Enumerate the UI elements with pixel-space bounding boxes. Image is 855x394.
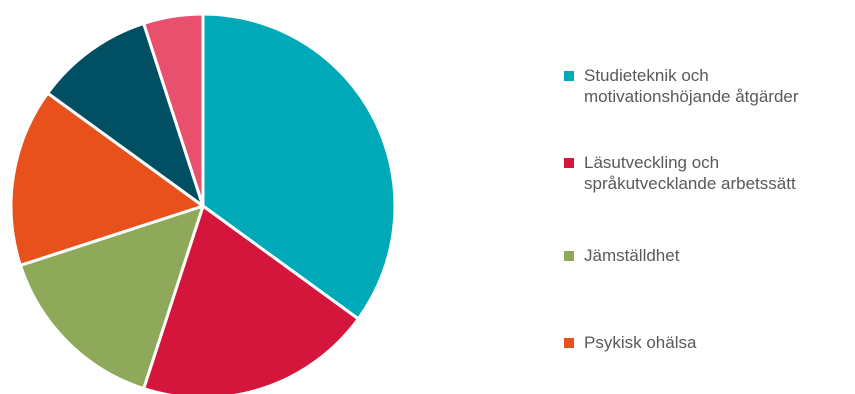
legend-swatch <box>564 338 574 348</box>
pie-slice-5 <box>46 21 205 208</box>
pie-slices <box>9 12 397 394</box>
legend-swatch <box>564 71 574 81</box>
legend-label: Psykisk ohälsa <box>584 333 697 352</box>
pie-slice-1 <box>201 12 397 321</box>
pie-slice-4 <box>9 91 205 267</box>
legend-label: Jämställdhet <box>584 246 680 265</box>
legend-item: Läsutveckling och språkutvecklande arbet… <box>564 152 796 194</box>
legend-label: Studieteknik och motivationshöjande åtgä… <box>584 66 799 106</box>
legend-label: Läsutveckling och språkutvecklande arbet… <box>584 153 796 193</box>
pie-slice-6 <box>142 12 205 208</box>
legend-swatch <box>564 158 574 168</box>
legend-item: Jämställdhet <box>564 245 679 266</box>
legend-item: Studieteknik och motivationshöjande åtgä… <box>564 65 799 107</box>
legend-swatch <box>564 251 574 261</box>
pie-slice-2 <box>142 204 360 394</box>
legend-item: Psykisk ohälsa <box>564 332 696 353</box>
